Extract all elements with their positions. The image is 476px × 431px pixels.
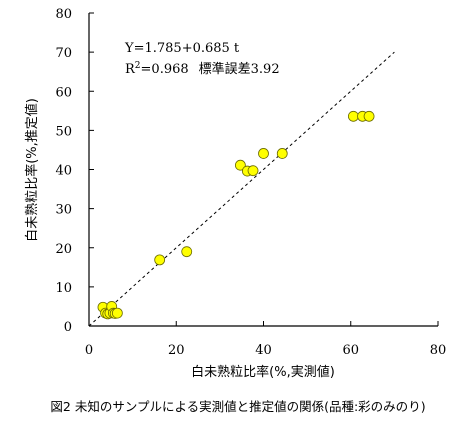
- y-axis-title: 白未熟粒比率(%,推定値): [24, 98, 40, 242]
- data-point: [111, 307, 123, 319]
- data-point: [234, 159, 246, 171]
- data-point: [247, 165, 259, 177]
- r2-value: =0.968: [141, 62, 189, 77]
- r2-prefix: R: [125, 62, 136, 77]
- y-tick-label: 40: [55, 164, 72, 179]
- data-point: [258, 148, 269, 159]
- data-points: [97, 110, 375, 320]
- data-point: [276, 148, 288, 159]
- x-tick-label: 0: [85, 343, 93, 358]
- standard-error: 標準誤差3.92: [199, 61, 280, 77]
- y-tick-label: 30: [55, 203, 72, 218]
- data-point: [363, 110, 375, 122]
- y-tick-label: 50: [55, 124, 72, 139]
- y-tick-label: 60: [55, 85, 72, 100]
- x-tick-label: 40: [255, 343, 272, 358]
- x-axis-title: 白未熟粒比率(%,実測値): [191, 364, 335, 380]
- data-point: [347, 110, 359, 122]
- regression-line: [88, 51, 395, 327]
- regression-line-group: [88, 51, 395, 327]
- axis-ticks: 0 20 40 60 80 0 10 20 30 40 50 60 70 80: [55, 7, 446, 358]
- x-tick-label: 20: [168, 343, 185, 358]
- data-point: [154, 254, 166, 266]
- x-tick-label: 60: [342, 343, 359, 358]
- y-tick-label: 10: [55, 281, 72, 296]
- y-tick-label: 20: [55, 242, 72, 257]
- y-tick-label: 70: [55, 46, 72, 61]
- annotation-r2: R2=0.968 標準誤差3.92: [125, 61, 280, 77]
- y-tick-label: 0: [64, 320, 72, 335]
- y-tick-label: 80: [55, 7, 72, 22]
- x-tick-label: 80: [430, 343, 447, 358]
- r2-superscript: 2: [135, 61, 141, 71]
- annotation-equation: Y=1.785+0.685 t: [124, 41, 240, 56]
- data-point: [181, 246, 193, 258]
- figure-caption: 図2 未知のサンプルによる実測値と推定値の関係(品種:彩のみのり): [50, 399, 425, 414]
